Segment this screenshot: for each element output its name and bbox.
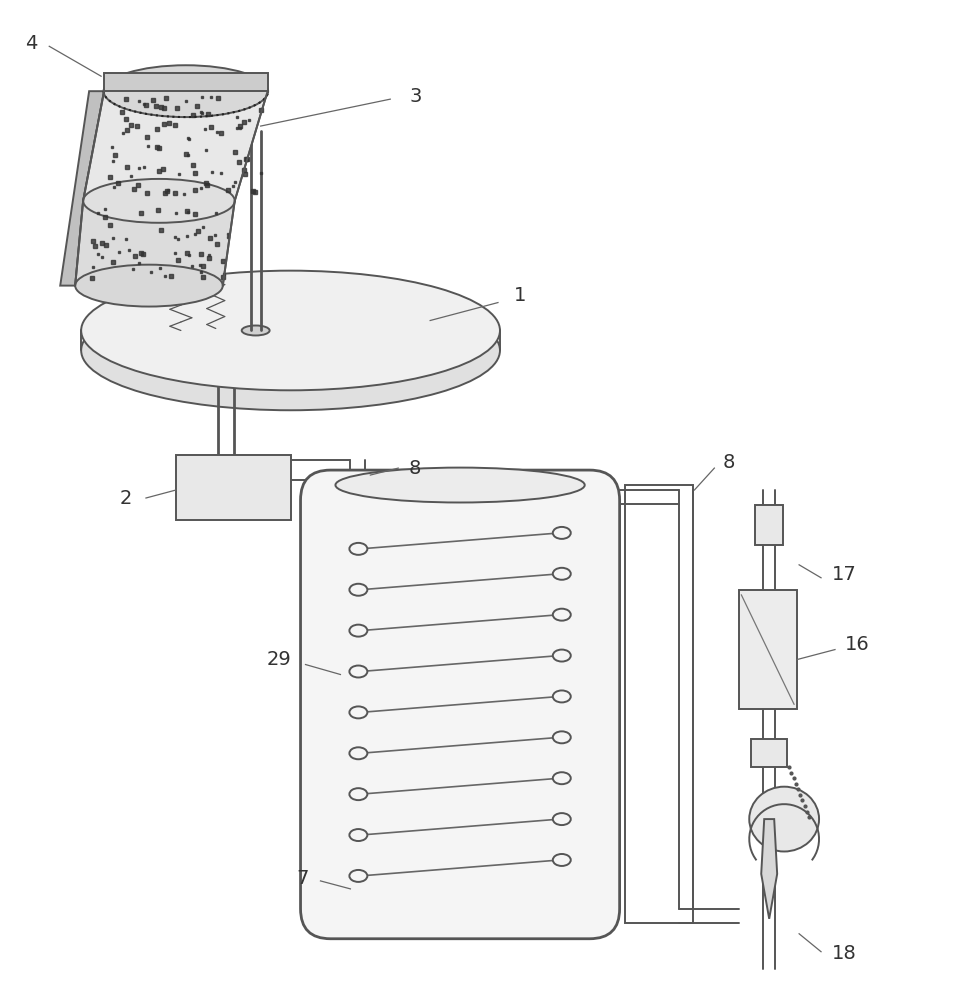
Polygon shape (761, 819, 777, 919)
Ellipse shape (81, 291, 500, 410)
Text: 1: 1 (514, 286, 526, 305)
Ellipse shape (349, 666, 368, 677)
Text: 17: 17 (832, 565, 856, 584)
Ellipse shape (335, 468, 585, 502)
Ellipse shape (553, 854, 570, 866)
Ellipse shape (349, 543, 368, 555)
Ellipse shape (553, 609, 570, 621)
Text: 29: 29 (266, 650, 291, 669)
Ellipse shape (75, 265, 222, 307)
Text: 4: 4 (25, 34, 37, 53)
Polygon shape (60, 91, 104, 286)
Polygon shape (104, 73, 267, 91)
Text: 3: 3 (410, 87, 421, 106)
FancyBboxPatch shape (300, 470, 620, 939)
Text: 8: 8 (410, 459, 421, 478)
Bar (752, 739, 787, 767)
Ellipse shape (553, 772, 570, 784)
Ellipse shape (553, 650, 570, 662)
Ellipse shape (349, 788, 368, 800)
Polygon shape (75, 201, 235, 286)
Bar (756, 505, 783, 545)
Ellipse shape (81, 271, 500, 390)
Ellipse shape (83, 179, 235, 223)
Text: 8: 8 (723, 453, 735, 472)
Bar (739, 590, 798, 709)
Ellipse shape (553, 690, 570, 702)
Ellipse shape (349, 829, 368, 841)
Ellipse shape (553, 731, 570, 743)
Ellipse shape (349, 706, 368, 718)
Ellipse shape (553, 527, 570, 539)
Bar (176, 455, 291, 520)
Polygon shape (83, 91, 267, 201)
Ellipse shape (349, 870, 368, 882)
Ellipse shape (553, 813, 570, 825)
Ellipse shape (749, 787, 819, 851)
Ellipse shape (349, 625, 368, 637)
Text: 18: 18 (832, 944, 856, 963)
Ellipse shape (349, 747, 368, 759)
Ellipse shape (103, 65, 268, 117)
Ellipse shape (349, 584, 368, 596)
Text: 7: 7 (296, 869, 309, 888)
Bar (625, 485, 693, 923)
Ellipse shape (242, 325, 270, 335)
Text: 16: 16 (844, 635, 870, 654)
Ellipse shape (553, 568, 570, 580)
Text: 2: 2 (120, 489, 133, 508)
